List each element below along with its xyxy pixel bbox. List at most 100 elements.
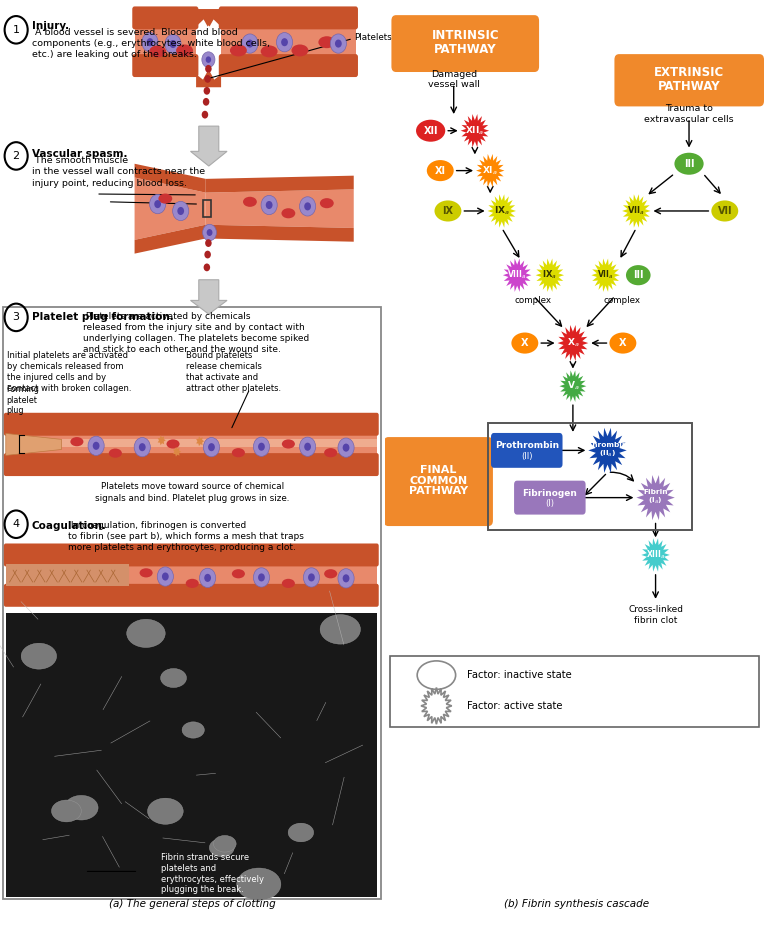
FancyBboxPatch shape <box>219 7 358 29</box>
Circle shape <box>281 38 288 46</box>
Polygon shape <box>461 114 489 148</box>
Ellipse shape <box>325 569 337 578</box>
Ellipse shape <box>434 200 461 222</box>
Polygon shape <box>488 195 516 227</box>
Bar <box>203 200 211 217</box>
Bar <box>135 27 196 57</box>
Bar <box>390 656 760 727</box>
Polygon shape <box>196 71 221 87</box>
FancyBboxPatch shape <box>514 481 586 515</box>
Text: 3: 3 <box>12 313 20 322</box>
Polygon shape <box>206 176 354 193</box>
Text: 2: 2 <box>12 151 20 161</box>
Ellipse shape <box>674 153 704 175</box>
Text: Initial platelets are activated
by chemicals released from
the injured cells and: Initial platelets are activated by chemi… <box>7 351 131 393</box>
Ellipse shape <box>288 823 314 841</box>
Text: Thrombin
(II$_a$): Thrombin (II$_a$) <box>588 442 628 460</box>
Circle shape <box>241 34 258 53</box>
Bar <box>6 433 377 456</box>
Circle shape <box>205 251 211 258</box>
Text: V$_a$: V$_a$ <box>567 380 579 392</box>
Text: III: III <box>684 159 694 168</box>
Bar <box>6 613 377 897</box>
Circle shape <box>205 574 211 582</box>
Circle shape <box>147 38 153 46</box>
Circle shape <box>204 87 210 95</box>
Text: XIII$_a$: XIII$_a$ <box>646 548 665 562</box>
Polygon shape <box>536 258 564 292</box>
Text: IX$_a$: IX$_a$ <box>494 205 510 217</box>
Ellipse shape <box>711 200 738 222</box>
Bar <box>6 564 129 586</box>
Circle shape <box>155 200 161 208</box>
Text: A blood vessel is severed. Blood and blood
components (e.g., erythrocytes, white: A blood vessel is severed. Blood and blo… <box>32 27 269 59</box>
Polygon shape <box>135 164 206 193</box>
Ellipse shape <box>282 578 295 588</box>
FancyBboxPatch shape <box>4 453 379 476</box>
Text: Fibrin
(I$_a$): Fibrin (I$_a$) <box>644 489 667 506</box>
Circle shape <box>277 33 293 51</box>
Ellipse shape <box>71 437 84 446</box>
Circle shape <box>266 201 272 209</box>
Text: 1: 1 <box>12 25 20 35</box>
Ellipse shape <box>416 120 445 141</box>
Circle shape <box>208 443 215 451</box>
Circle shape <box>343 575 349 582</box>
Ellipse shape <box>176 45 193 56</box>
Circle shape <box>139 443 145 451</box>
Polygon shape <box>476 154 504 187</box>
Polygon shape <box>196 71 221 87</box>
Ellipse shape <box>609 332 637 354</box>
Text: III: III <box>633 271 644 280</box>
Text: (II): (II) <box>521 452 532 461</box>
Polygon shape <box>591 258 620 292</box>
Circle shape <box>203 98 209 106</box>
Text: IX: IX <box>442 206 454 216</box>
Text: IX$_a$: IX$_a$ <box>542 269 558 282</box>
Ellipse shape <box>325 448 337 458</box>
Polygon shape <box>196 9 221 26</box>
Circle shape <box>142 33 158 51</box>
Circle shape <box>173 201 189 221</box>
Circle shape <box>335 39 341 48</box>
FancyArrow shape <box>191 126 227 166</box>
Text: The smooth muscle
in the vessel wall contracts near the
injury point, reducing b: The smooth muscle in the vessel wall con… <box>32 156 205 187</box>
Text: complex: complex <box>514 296 552 305</box>
Text: Platelet plug formation.: Platelet plug formation. <box>32 312 173 322</box>
Polygon shape <box>158 435 166 446</box>
Circle shape <box>162 573 168 580</box>
Circle shape <box>207 229 212 236</box>
Ellipse shape <box>209 839 235 856</box>
Polygon shape <box>622 195 651 227</box>
Polygon shape <box>421 688 452 724</box>
Text: (I): (I) <box>545 499 554 508</box>
Circle shape <box>205 65 211 73</box>
Text: Forming
platelet
plug: Forming platelet plug <box>6 386 38 415</box>
Ellipse shape <box>417 661 456 689</box>
Circle shape <box>331 34 347 53</box>
Ellipse shape <box>230 45 247 56</box>
Circle shape <box>258 574 265 581</box>
Text: Fibrinogen: Fibrinogen <box>522 489 578 498</box>
Polygon shape <box>6 433 62 456</box>
Bar <box>6 564 377 586</box>
Circle shape <box>170 40 176 48</box>
Bar <box>3 307 381 899</box>
Text: Factor: inactive state: Factor: inactive state <box>468 670 572 680</box>
Text: FINAL
COMMON
PATHWAY: FINAL COMMON PATHWAY <box>409 465 468 496</box>
Circle shape <box>200 568 216 588</box>
Circle shape <box>178 207 184 215</box>
Text: Cross-linked
fibrin clot: Cross-linked fibrin clot <box>628 606 683 625</box>
Text: Platelets move toward source of chemical
signals and bind. Platelet plug grows i: Platelets move toward source of chemical… <box>95 482 289 503</box>
Circle shape <box>254 568 270 587</box>
Text: Platelets: Platelets <box>354 33 391 42</box>
Text: Vascular spasm.: Vascular spasm. <box>32 149 127 159</box>
Circle shape <box>149 195 166 213</box>
Text: XI: XI <box>434 166 446 176</box>
Polygon shape <box>560 371 586 402</box>
Polygon shape <box>588 428 627 473</box>
Circle shape <box>247 39 253 48</box>
Text: Injury.: Injury. <box>32 21 68 31</box>
Text: Trauma to
extravascular cells: Trauma to extravascular cells <box>644 104 734 124</box>
Text: Bound platelets
release chemicals
that activate and
attract other platelets.: Bound platelets release chemicals that a… <box>186 351 281 393</box>
